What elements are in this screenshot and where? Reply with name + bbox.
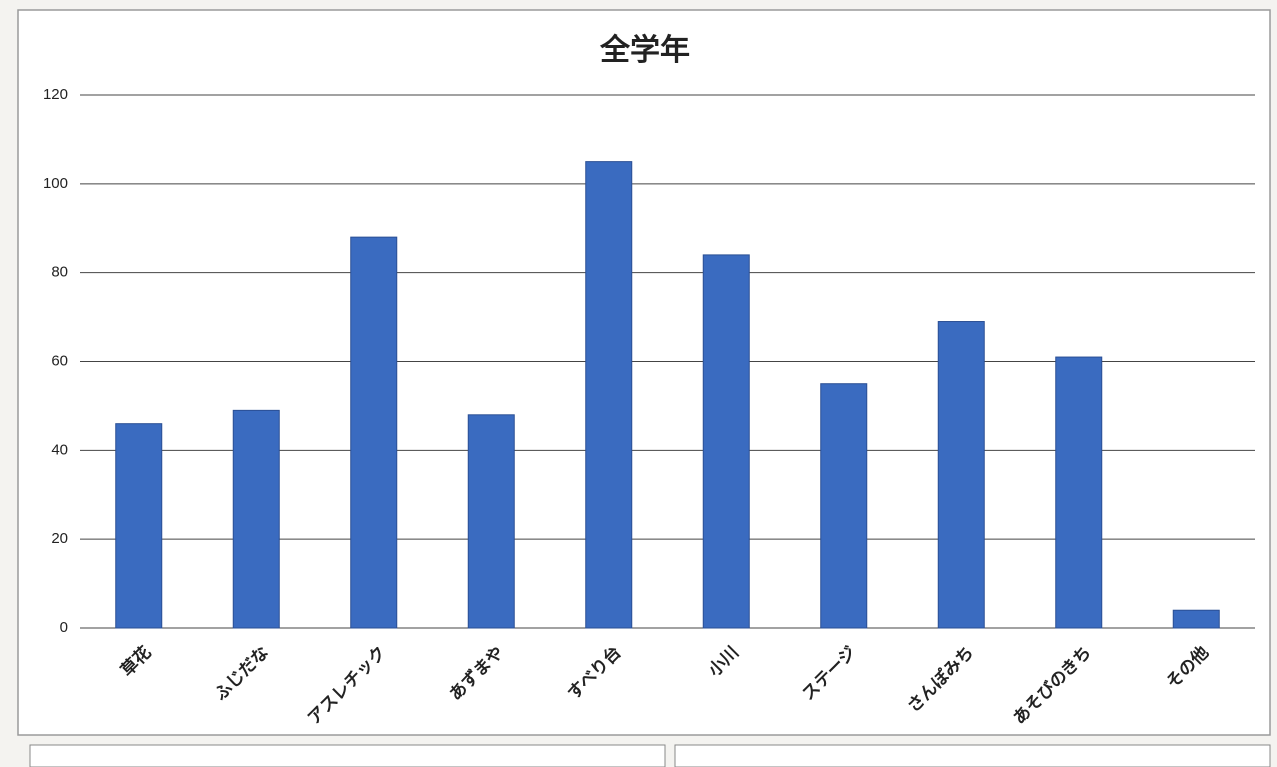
bar	[937, 321, 985, 629]
chart-title: 全学年	[599, 33, 690, 67]
panel-frame	[674, 744, 1271, 767]
y-tick-label: 40	[51, 441, 68, 458]
panel-frame	[29, 744, 666, 767]
y-tick-label: 120	[43, 86, 68, 103]
y-tick-label: 60	[51, 352, 68, 369]
bar	[467, 414, 515, 629]
bar	[702, 254, 750, 629]
bar	[350, 236, 398, 629]
y-tick-label: 20	[51, 530, 68, 547]
bar	[1172, 609, 1220, 629]
y-tick-label: 0	[60, 619, 68, 636]
bar	[232, 409, 280, 629]
bar	[1055, 356, 1103, 629]
y-tick-label: 80	[51, 264, 68, 281]
bar	[585, 161, 633, 629]
bar	[115, 423, 163, 629]
y-tick-label: 100	[43, 175, 68, 192]
bar	[820, 383, 868, 629]
